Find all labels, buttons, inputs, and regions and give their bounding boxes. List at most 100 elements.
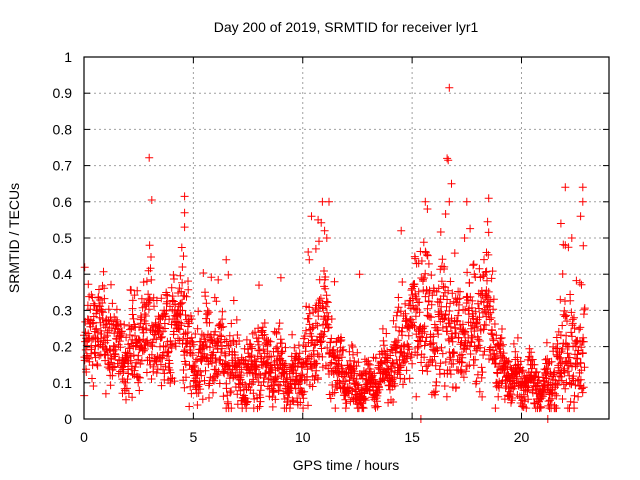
data-point [405, 345, 414, 354]
data-point [450, 349, 459, 358]
data-point [93, 360, 101, 369]
data-point [299, 394, 308, 403]
data-point [418, 275, 427, 284]
data-point [216, 331, 224, 340]
data-point [347, 341, 356, 350]
y-tick-label: 0.1 [53, 375, 73, 391]
data-point [221, 351, 230, 360]
data-point [467, 338, 476, 347]
data-point [222, 384, 231, 393]
data-point [459, 373, 468, 382]
data-point [446, 370, 455, 379]
data-point [492, 331, 501, 340]
y-tick-label: 0.6 [53, 194, 73, 210]
data-point [461, 305, 470, 314]
data-point [128, 296, 137, 305]
data-point [150, 302, 158, 311]
data-point [227, 404, 236, 413]
data-point [476, 343, 484, 352]
data-point [423, 304, 432, 313]
y-tick-label: 0.9 [53, 85, 73, 101]
data-point [88, 374, 96, 383]
data-point [295, 349, 304, 358]
data-point [561, 312, 570, 321]
data-point [131, 331, 139, 340]
data-point [154, 328, 163, 337]
data-point [398, 323, 407, 332]
data-point [219, 392, 228, 401]
data-point [153, 365, 162, 374]
data-point [83, 315, 92, 324]
data-point [211, 327, 220, 336]
data-point [280, 365, 289, 374]
data-point [255, 402, 264, 411]
data-point [324, 323, 333, 332]
data-point [546, 396, 554, 405]
data-point [452, 383, 461, 392]
data-point [430, 352, 439, 361]
data-point [161, 342, 170, 351]
data-point [162, 306, 171, 315]
data-point [147, 375, 156, 383]
data-point [383, 365, 391, 374]
data-point [305, 309, 314, 318]
data-point [434, 330, 443, 339]
data-point [410, 280, 419, 289]
data-point [376, 359, 385, 368]
data-point [313, 375, 322, 384]
data-point [399, 380, 407, 389]
data-point [113, 359, 122, 368]
data-point [224, 399, 232, 408]
data-point [574, 392, 583, 401]
data-point [556, 372, 565, 381]
data-point [465, 278, 474, 287]
data-point [152, 369, 161, 377]
data-point [304, 401, 312, 410]
data-point [124, 369, 133, 378]
data-point [311, 244, 320, 253]
data-point [437, 343, 446, 352]
data-point [387, 395, 395, 404]
data-point [438, 323, 447, 332]
y-tick-label: 0 [64, 411, 72, 427]
data-point [121, 348, 130, 357]
data-point [398, 278, 407, 286]
data-point [394, 336, 403, 345]
data-point [320, 267, 328, 275]
data-point [489, 295, 498, 304]
data-point [330, 352, 339, 361]
data-point [294, 380, 303, 389]
data-point [442, 392, 451, 401]
data-point [140, 310, 149, 319]
data-point [227, 319, 236, 328]
data-point [413, 343, 422, 352]
data-point [171, 342, 180, 351]
data-point [195, 377, 204, 386]
data-point [108, 299, 117, 308]
data-point [321, 284, 330, 293]
data-point [98, 299, 107, 307]
data-point [338, 346, 347, 355]
data-point [461, 327, 470, 336]
data-point [420, 341, 429, 350]
data-point [364, 359, 373, 368]
data-point [122, 395, 130, 404]
data-point [479, 351, 488, 359]
data-point [458, 353, 467, 362]
data-point [232, 315, 241, 324]
data-point [475, 313, 484, 322]
data-point [128, 393, 137, 402]
data-point [441, 311, 450, 320]
data-point [146, 264, 155, 273]
data-point [420, 353, 429, 362]
data-point [432, 287, 441, 296]
data-points [80, 83, 589, 423]
data-point [354, 383, 363, 392]
data-point [389, 398, 398, 406]
data-point [198, 344, 207, 353]
data-point [201, 292, 210, 301]
data-point [490, 320, 499, 328]
data-point [288, 396, 297, 405]
data-point [255, 281, 263, 290]
data-point [235, 337, 244, 345]
